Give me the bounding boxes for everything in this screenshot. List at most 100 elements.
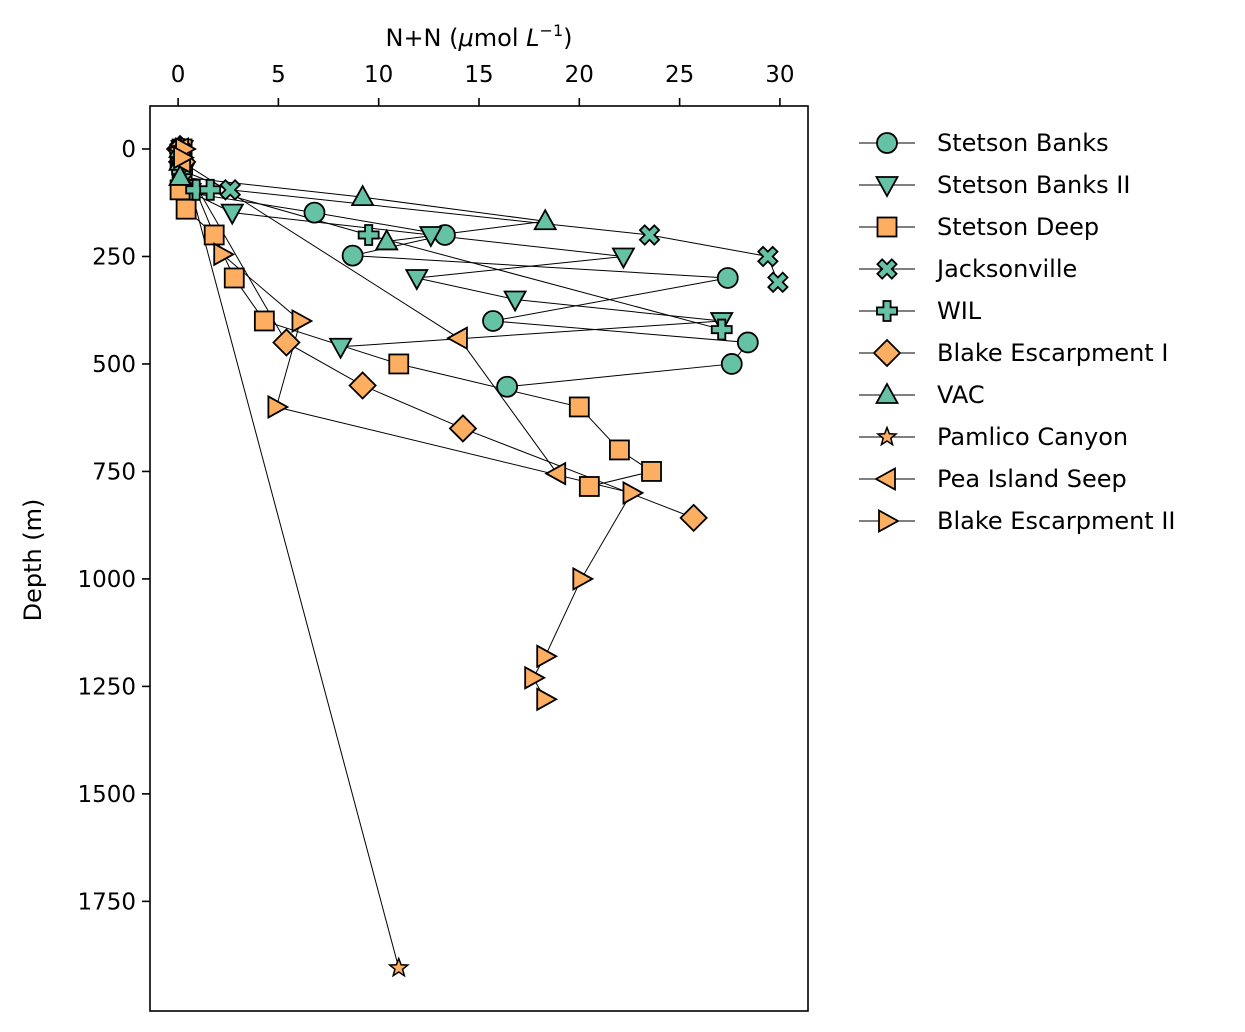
data-point-blake-escarpment-i-3 bbox=[272, 328, 301, 357]
legend: Stetson Banks Stetson Banks II Stetson Dee… bbox=[859, 129, 1176, 535]
y-tick-label-0: 0 bbox=[121, 137, 136, 163]
legend-label-wil: WIL bbox=[937, 297, 982, 325]
data-point-stetson-banks-9 bbox=[736, 331, 759, 354]
data-point-stetson-banks-ii-4 bbox=[220, 203, 245, 226]
series-line-pamlico-canyon bbox=[179, 148, 400, 969]
x-axis-title-exponent: −1 bbox=[540, 21, 564, 40]
legend-label-blake-escarpment-i: Blake Escarpment I bbox=[937, 339, 1168, 367]
data-point-stetson-deep-6 bbox=[203, 224, 225, 246]
x-tick-label-15: 15 bbox=[464, 62, 493, 88]
data-point-stetson-deep-12 bbox=[641, 461, 662, 482]
data-point-stetson-banks-8 bbox=[482, 310, 504, 332]
legend-label-stetson-banks: Stetson Banks bbox=[937, 129, 1109, 157]
legend-label-blake-escarpment-ii: Blake Escarpment II bbox=[937, 507, 1176, 535]
series-markers bbox=[165, 134, 789, 978]
y-tick-label-1500: 1500 bbox=[77, 782, 136, 808]
data-point-stetson-banks-6 bbox=[341, 244, 364, 267]
data-point-blake-escarpment-ii-7 bbox=[572, 566, 595, 591]
data-point-blake-escarpment-i-4 bbox=[348, 371, 377, 400]
data-point-wil-4 bbox=[199, 178, 222, 201]
data-point-pea-island-seep-3 bbox=[446, 326, 468, 351]
legend-marker-blake-escarpment-ii bbox=[878, 508, 900, 534]
data-point-blake-escarpment-i-6 bbox=[679, 503, 708, 533]
data-point-stetson-banks-ii-8 bbox=[503, 290, 528, 313]
x-tick-label-20: 20 bbox=[565, 62, 594, 88]
x-tick-label-10: 10 bbox=[364, 62, 393, 88]
data-point-stetson-deep-7 bbox=[223, 267, 245, 289]
legend-marker-stetson-deep bbox=[876, 216, 898, 238]
x-tick-label-0: 0 bbox=[171, 62, 186, 88]
x-tick-label-5: 5 bbox=[271, 62, 286, 88]
data-point-pamlico-canyon-2 bbox=[387, 956, 410, 978]
x-axis-title-close-paren: ) bbox=[563, 24, 572, 52]
data-point-stetson-deep-13 bbox=[578, 476, 600, 497]
y-tick-label-1000: 1000 bbox=[77, 567, 136, 593]
data-point-stetson-banks-7 bbox=[716, 267, 739, 289]
data-point-jacksonville-6 bbox=[767, 271, 789, 294]
data-point-stetson-deep-10 bbox=[568, 396, 590, 418]
y-tick-label-500: 500 bbox=[92, 352, 136, 378]
data-point-stetson-banks-ii-5 bbox=[418, 226, 443, 248]
y-axis-ticks: 0 250 500 750 1000 1250 1500 1750 bbox=[77, 137, 150, 915]
x-axis-title-L: L bbox=[526, 24, 539, 52]
data-point-stetson-banks-ii-6 bbox=[611, 247, 636, 270]
data-point-vac-5 bbox=[533, 208, 558, 231]
data-point-blake-escarpment-ii-5 bbox=[267, 394, 290, 419]
data-point-blake-escarpment-ii-8 bbox=[536, 644, 559, 669]
data-point-vac-3 bbox=[168, 164, 193, 186]
x-axis-title: N+N (μmol L−1) bbox=[385, 21, 572, 52]
legend-marker-blake-escarpment-i bbox=[872, 338, 902, 368]
x-axis-title-open-paren: ( bbox=[449, 24, 458, 52]
data-point-stetson-deep-8 bbox=[253, 310, 275, 332]
data-point-jacksonville-5 bbox=[757, 245, 779, 268]
data-point-stetson-banks-10 bbox=[720, 353, 743, 375]
y-tick-label-750: 750 bbox=[92, 459, 136, 485]
legend-marker-pea-island-seep bbox=[874, 466, 896, 492]
x-axis-title-mol: mol bbox=[474, 24, 526, 52]
data-point-stetson-deep-5 bbox=[175, 198, 197, 220]
data-point-stetson-banks-ii-7 bbox=[404, 269, 429, 291]
x-axis-title-mu: μ bbox=[458, 24, 474, 52]
x-axis-ticks: 0 5 10 15 20 25 30 bbox=[171, 62, 795, 106]
x-axis-title-quantity: N+N bbox=[385, 24, 441, 52]
legend-marker-wil bbox=[876, 300, 898, 322]
legend-marker-vac bbox=[874, 382, 900, 404]
y-tick-label-1250: 1250 bbox=[77, 674, 136, 700]
data-point-stetson-deep-9 bbox=[388, 353, 410, 375]
x-tick-label-30: 30 bbox=[765, 62, 794, 88]
legend-marker-stetson-banks-ii bbox=[874, 176, 900, 198]
data-point-stetson-banks-ii-10 bbox=[328, 337, 353, 360]
data-point-blake-escarpment-ii-6 bbox=[622, 480, 645, 505]
series-line-blake-escarpment-ii bbox=[181, 148, 633, 700]
y-axis-title: Depth (m) bbox=[19, 499, 47, 622]
y-tick-label-1750: 1750 bbox=[77, 889, 136, 915]
data-point-stetson-banks-11 bbox=[496, 375, 518, 398]
data-point-wil-6 bbox=[710, 318, 733, 341]
data-point-pea-island-seep-4 bbox=[544, 461, 567, 486]
data-point-wil-5 bbox=[357, 224, 380, 246]
legend-label-stetson-deep: Stetson Deep bbox=[937, 213, 1099, 241]
legend-label-pea-island-seep: Pea Island Seep bbox=[937, 465, 1127, 493]
legend-label-pamlico-canyon: Pamlico Canyon bbox=[937, 423, 1128, 451]
legend-label-stetson-banks-ii: Stetson Banks II bbox=[937, 171, 1130, 199]
data-point-vac-6 bbox=[374, 228, 399, 251]
legend-label-jacksonville: Jacksonville bbox=[935, 255, 1077, 283]
y-tick-label-250: 250 bbox=[92, 244, 136, 270]
data-point-blake-escarpment-ii-9 bbox=[524, 665, 547, 690]
data-point-stetson-banks-4 bbox=[303, 201, 326, 224]
data-point-blake-escarpment-ii-4 bbox=[291, 308, 314, 333]
data-point-blake-escarpment-ii-10 bbox=[536, 687, 559, 712]
data-point-jacksonville-3 bbox=[219, 178, 242, 201]
data-point-vac-4 bbox=[350, 184, 375, 207]
x-tick-label-25: 25 bbox=[665, 62, 694, 88]
legend-label-vac: VAC bbox=[937, 381, 985, 409]
legend-marker-pamlico-canyon bbox=[875, 425, 899, 447]
data-point-blake-escarpment-i-5 bbox=[448, 414, 478, 443]
legend-marker-stetson-banks bbox=[876, 132, 898, 154]
data-point-blake-escarpment-ii-3 bbox=[213, 242, 236, 267]
data-point-stetson-deep-11 bbox=[609, 439, 630, 461]
data-point-blake-escarpment-ii-2 bbox=[173, 145, 195, 170]
legend-marker-jacksonville bbox=[876, 258, 898, 280]
